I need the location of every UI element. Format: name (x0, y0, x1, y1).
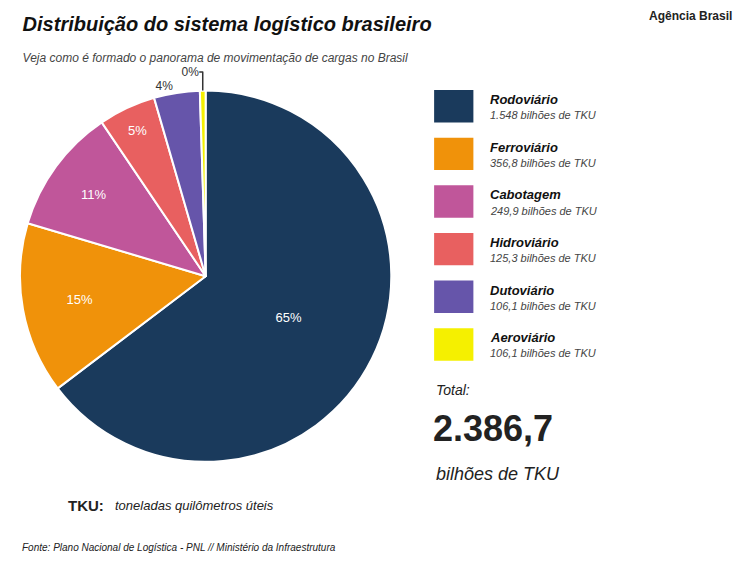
svg-text:Ferroviário: Ferroviário (490, 140, 558, 155)
svg-text:0%: 0% (182, 65, 200, 79)
svg-text:4%: 4% (156, 79, 174, 93)
svg-text:bilhões de TKU: bilhões de TKU (436, 464, 560, 484)
svg-text:Hidroviário: Hidroviário (490, 235, 559, 250)
svg-text:65%: 65% (276, 310, 302, 325)
svg-text:2.386,7: 2.386,7 (433, 408, 553, 449)
svg-text:249,9 bilhões de TKU: 249,9 bilhões de TKU (490, 205, 597, 217)
svg-text:1.548 bilhões de TKU: 1.548 bilhões de TKU (490, 109, 596, 121)
svg-text:Agência Brasil: Agência Brasil (649, 9, 732, 23)
svg-text:Aeroviário: Aeroviário (490, 330, 555, 345)
svg-text:106,1 bilhões de TKU: 106,1 bilhões de TKU (490, 347, 596, 359)
svg-text:Fonte: Plano Nacional de Logís: Fonte: Plano Nacional de Logística - PNL… (22, 542, 336, 553)
svg-text:TKU:: TKU: (68, 497, 104, 514)
svg-text:Dutoviário: Dutoviário (490, 283, 554, 298)
svg-text:106,1 bilhões de TKU: 106,1 bilhões de TKU (490, 300, 596, 312)
svg-text:Veja como é formado o panorama: Veja como é formado o panorama de movime… (23, 51, 408, 65)
svg-text:5%: 5% (128, 123, 147, 138)
svg-text:125,3 bilhões de TKU: 125,3 bilhões de TKU (490, 252, 596, 264)
svg-text:Distribuição do sistema logíst: Distribuição do sistema logístico brasil… (23, 13, 432, 35)
svg-text:11%: 11% (81, 187, 106, 202)
svg-text:toneladas quilômetros úteis: toneladas quilômetros úteis (115, 498, 274, 513)
svg-text:356,8 bilhões de TKU: 356,8 bilhões de TKU (490, 157, 596, 169)
svg-text:Rodoviário: Rodoviário (490, 92, 558, 107)
svg-text:Cabotagem: Cabotagem (490, 187, 561, 202)
svg-text:15%: 15% (67, 292, 93, 307)
svg-text:Total:: Total: (436, 382, 470, 398)
